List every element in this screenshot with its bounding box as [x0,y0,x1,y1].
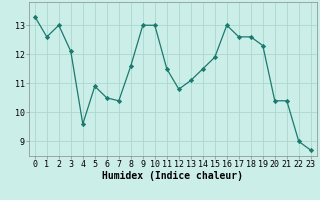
X-axis label: Humidex (Indice chaleur): Humidex (Indice chaleur) [102,171,243,181]
